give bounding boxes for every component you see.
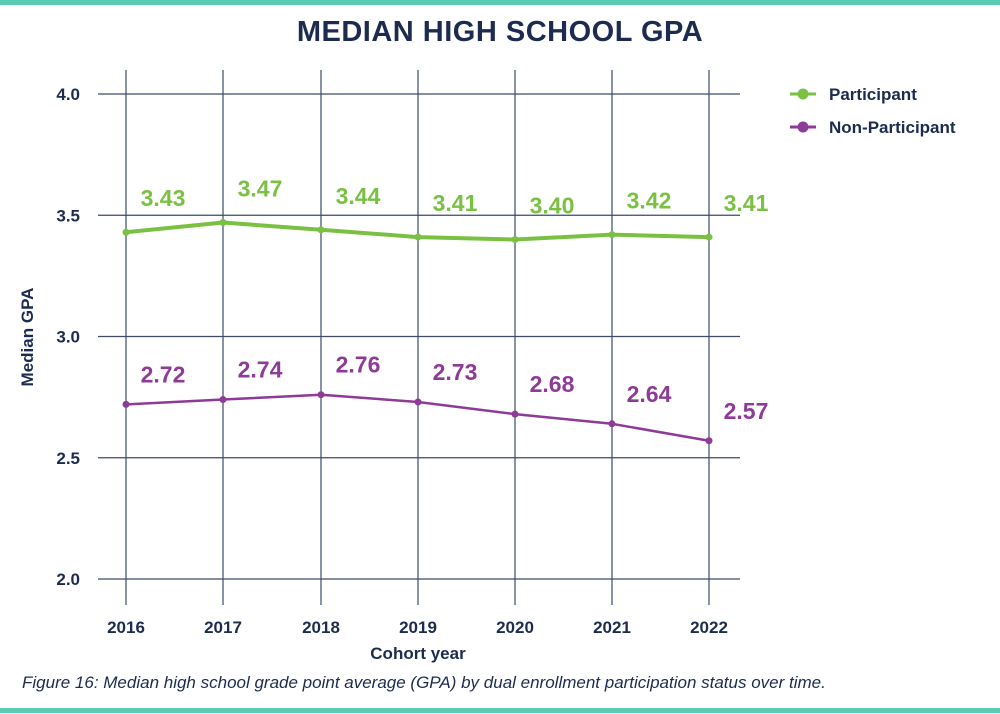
series-lines — [122, 219, 713, 445]
data-label: 2.64 — [627, 381, 672, 407]
data-point — [608, 231, 616, 239]
legend-swatch-marker — [797, 88, 809, 100]
data-label: 3.43 — [141, 185, 186, 211]
top-accent-rule — [0, 0, 1000, 5]
data-label: 2.73 — [433, 359, 478, 385]
y-tick-label: 2.5 — [56, 449, 80, 468]
y-tick-labels: 2.0 2.5 3.0 3.5 4.0 — [56, 85, 80, 589]
x-tick-label: 2016 — [107, 618, 145, 637]
data-point — [122, 400, 130, 408]
x-tick-label: 2019 — [399, 618, 437, 637]
data-label: 3.41 — [433, 190, 478, 216]
x-tick-label: 2021 — [593, 618, 631, 637]
y-tick-label: 2.0 — [56, 570, 80, 589]
data-point — [414, 233, 422, 241]
y-axis-label: Median GPA — [18, 288, 37, 387]
data-label: 2.74 — [238, 357, 283, 383]
data-label: 2.57 — [724, 398, 769, 424]
data-point — [705, 233, 713, 241]
figure-caption: Figure 16: Median high school grade poin… — [22, 673, 826, 692]
data-point — [219, 396, 227, 404]
bottom-accent-rule — [0, 708, 1000, 713]
data-point — [414, 398, 422, 406]
data-label: 3.47 — [238, 176, 283, 202]
data-point — [317, 226, 325, 234]
data-point — [511, 410, 519, 418]
x-tick-labels: 2016 2017 2018 2019 2020 2021 2022 — [107, 618, 728, 637]
y-tick-label: 3.5 — [56, 206, 80, 225]
data-point — [122, 228, 130, 236]
x-tick-label: 2022 — [690, 618, 728, 637]
gridlines — [98, 70, 740, 605]
legend-label: Non-Participant — [829, 118, 956, 137]
data-point — [608, 420, 616, 428]
data-point — [705, 437, 713, 445]
data-label: 2.68 — [530, 371, 575, 397]
x-axis-label: Cohort year — [370, 644, 466, 663]
x-tick-label: 2020 — [496, 618, 534, 637]
data-label: 3.41 — [724, 190, 769, 216]
legend-swatch-marker — [797, 121, 809, 133]
data-labels: 3.43 3.47 3.44 3.41 3.40 3.42 3.41 2.72 2.74 2.76… — [141, 176, 769, 424]
data-label: 2.72 — [141, 361, 186, 387]
data-point — [219, 219, 227, 227]
y-tick-label: 3.0 — [56, 328, 80, 347]
legend: Participant Non-Participant — [790, 85, 956, 137]
data-label: 3.42 — [627, 188, 672, 214]
data-label: 3.40 — [530, 193, 575, 219]
legend-label: Participant — [829, 85, 917, 104]
chart-title: MEDIAN HIGH SCHOOL GPA — [296, 16, 704, 48]
x-tick-label: 2018 — [302, 618, 340, 637]
x-tick-label: 2017 — [204, 618, 242, 637]
data-label: 2.76 — [336, 352, 381, 378]
data-point — [317, 391, 325, 399]
data-label: 3.44 — [336, 183, 381, 209]
y-tick-label: 4.0 — [56, 85, 80, 104]
data-point — [511, 236, 519, 243]
